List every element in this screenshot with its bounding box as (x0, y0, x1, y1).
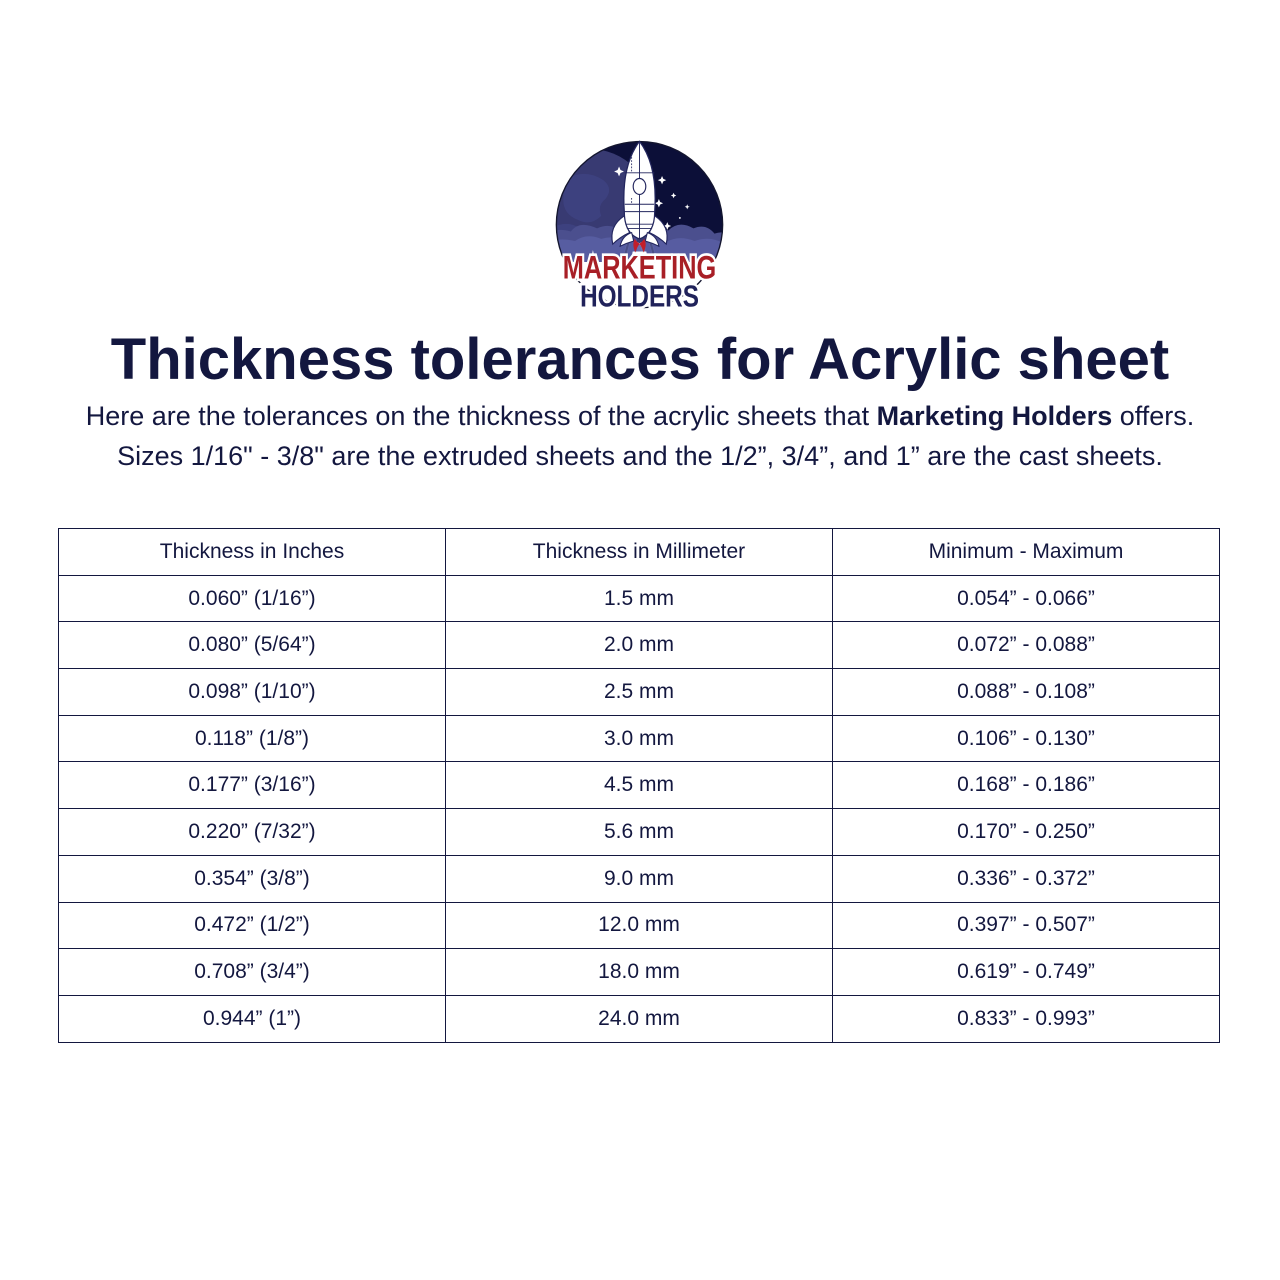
svg-text:HOLDERS: HOLDERS (580, 279, 699, 313)
